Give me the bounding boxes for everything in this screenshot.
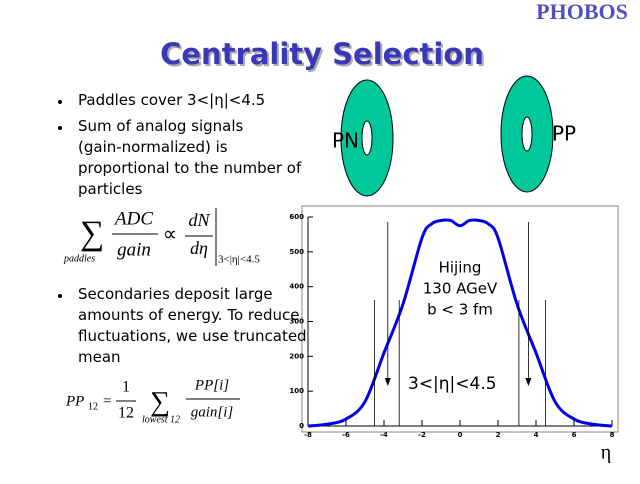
detector-label: PN xyxy=(332,129,359,153)
formula-den: gain xyxy=(117,239,151,260)
paddle-hole xyxy=(361,120,373,156)
title: Centrality Selection xyxy=(160,37,484,71)
formula-cond: 3<|η|<4.5 xyxy=(218,254,260,266)
bullet-text: Secondaries deposit large amounts of ener… xyxy=(78,285,307,366)
formula-lhs-sub: 12 xyxy=(88,401,98,412)
formula-den: 12 xyxy=(118,405,134,422)
y-tick-label: 0 xyxy=(299,422,304,430)
x-axis-label: η xyxy=(601,442,611,464)
detector-label: PP xyxy=(552,122,576,146)
formula-num: dN xyxy=(188,210,210,230)
y-tick-label: 500 xyxy=(289,248,304,256)
formula-sub: lowest 12 xyxy=(142,414,180,425)
paddle-hole xyxy=(521,116,533,152)
formula-den: dη xyxy=(190,238,208,258)
x-tick-label: 6 xyxy=(572,431,577,439)
formula-num: ADC xyxy=(113,208,153,229)
annotation: b < 3 fm xyxy=(427,301,493,319)
range-label: 3<|η|<4.5 xyxy=(408,374,497,394)
sum-sign: ∑ xyxy=(150,386,170,417)
x-tick-label: 4 xyxy=(534,431,539,439)
y-tick-label: 100 xyxy=(289,387,304,395)
x-tick-label: -2 xyxy=(418,431,426,439)
x-tick-label: 8 xyxy=(610,431,615,439)
y-tick-label: 400 xyxy=(289,283,304,291)
formula-num: 1 xyxy=(122,379,130,396)
arrow-head xyxy=(384,378,391,386)
title-shadow: Centrality Selection xyxy=(162,39,486,73)
x-tick-label: -8 xyxy=(304,431,312,439)
formula-sub: paddles xyxy=(63,253,95,264)
sum-sign: ∑ xyxy=(80,215,104,252)
x-tick-label: 0 xyxy=(458,431,463,439)
formula-prop: ∝ xyxy=(163,224,177,246)
y-tick-label: 300 xyxy=(289,318,304,326)
y-tick-label: 600 xyxy=(289,213,304,221)
data-line xyxy=(307,218,613,428)
bullet-dot xyxy=(58,294,62,298)
x-tick-label: 2 xyxy=(496,431,501,439)
annotation: 130 AGeV xyxy=(423,280,498,298)
bullet-text: Paddles cover 3<|η|<4.5 xyxy=(78,91,265,109)
plot-frame xyxy=(301,205,619,433)
arrow-head xyxy=(525,378,532,386)
bullet-text: Sum of analog signals (gain-normalized) i… xyxy=(78,117,302,198)
formula-num: PP[i] xyxy=(194,377,229,393)
annotation: Hijing xyxy=(439,259,482,277)
bullet-dot xyxy=(58,126,62,130)
logo: PHOBOS xyxy=(536,0,628,24)
x-tick-label: -6 xyxy=(342,431,350,439)
formula-lhs: PP xyxy=(65,393,84,409)
y-tick-label: 200 xyxy=(289,352,304,360)
formula-eq: = xyxy=(103,393,111,409)
x-tick-label: -4 xyxy=(380,431,388,439)
formula-den: gain[i] xyxy=(191,404,234,420)
bullet-dot xyxy=(58,100,62,104)
